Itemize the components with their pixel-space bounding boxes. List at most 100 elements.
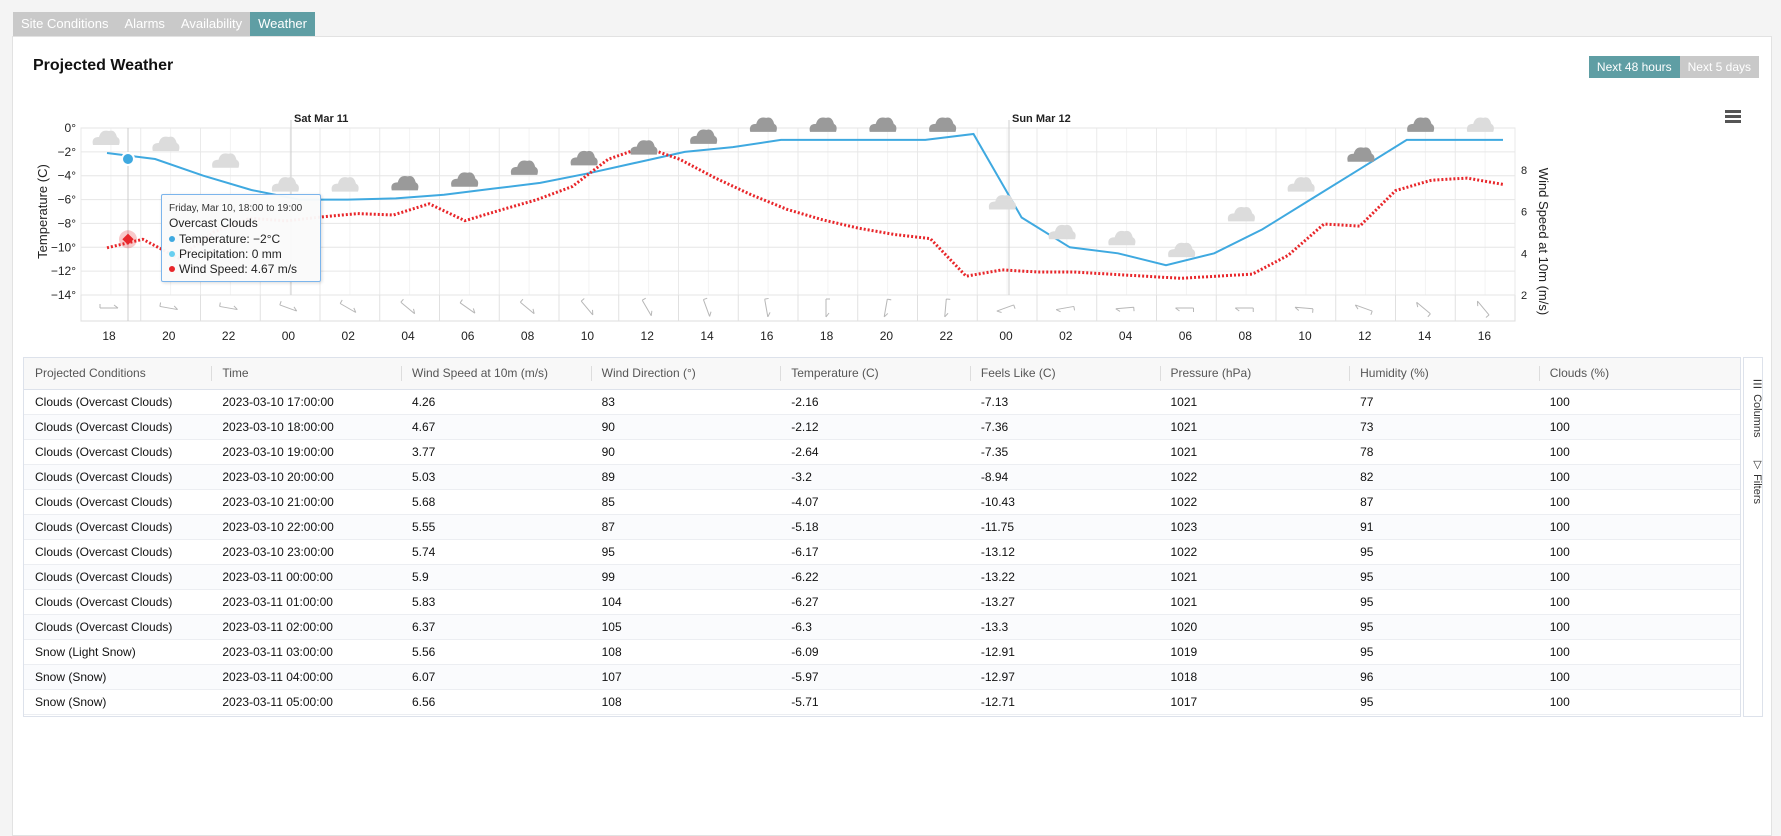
table-cell: 95: [590, 539, 781, 565]
table-row[interactable]: Clouds (Overcast Clouds) 2023-03-11 01:00…: [24, 589, 1740, 615]
table-cell: -7.13: [969, 389, 1160, 415]
cloud-shape: [212, 153, 240, 168]
table-cell: 100: [1538, 689, 1740, 715]
wind-arrow-shape: [459, 299, 476, 314]
tooltip-title: Overcast Clouds: [169, 216, 258, 230]
table-row[interactable]: Clouds (Overcast Clouds) 2023-03-10 23:00…: [24, 539, 1740, 565]
temperature-dot-icon: [169, 236, 175, 242]
table-cell: -5.97: [780, 664, 970, 690]
column-header[interactable]: Wind Direction (°): [590, 358, 781, 390]
wind-arrow-icon: [1055, 305, 1076, 313]
table-cell: 2023-03-10 23:00:00: [211, 539, 401, 565]
table-row[interactable]: Clouds (Overcast Clouds) 2023-03-10 17:00…: [24, 389, 1740, 415]
column-header[interactable]: Time: [211, 358, 401, 390]
table-row[interactable]: Clouds (Overcast Clouds) 2023-03-10 22:00…: [24, 514, 1740, 540]
cloud-shape: [1407, 117, 1435, 132]
x-tick-label: 08: [1239, 329, 1253, 343]
tab-alarms[interactable]: Alarms: [116, 12, 173, 36]
table-cell: 83: [590, 389, 781, 415]
table-cell: -6.09: [780, 639, 970, 665]
wind-arrow-shape: [279, 300, 298, 312]
column-header[interactable]: Temperature (C): [780, 358, 970, 390]
table-cell: 99: [590, 564, 781, 590]
y-tick-label: 0°: [65, 121, 77, 135]
wind-arrow-icon: [1115, 306, 1135, 312]
table-row[interactable]: Clouds (Overcast Clouds) 2023-03-10 19:00…: [24, 439, 1740, 465]
column-header[interactable]: Clouds (%): [1538, 358, 1740, 390]
wind-arrow-icon: [279, 300, 298, 312]
cloud-shape: [1466, 117, 1494, 132]
next-48-hours-button[interactable]: Next 48 hours: [1588, 56, 1680, 78]
wind-arrow-shape: [219, 302, 238, 311]
column-header[interactable]: Projected Conditions: [24, 358, 212, 390]
column-header[interactable]: Feels Like (C): [969, 358, 1160, 390]
y2-tick-label: 8: [1521, 165, 1527, 177]
wind-arrow-shape: [1115, 306, 1135, 312]
table-cell: 1022: [1159, 489, 1350, 515]
table-cell: -6.3: [780, 614, 970, 640]
wind-arrow-shape: [1175, 307, 1194, 312]
table-cell: 2023-03-11 04:00:00: [211, 664, 401, 690]
wind-arrow-shape: [1476, 300, 1490, 318]
tab-weather[interactable]: Weather: [250, 12, 315, 36]
table-cell: 2023-03-10 20:00:00: [211, 464, 401, 490]
wind-arrow-icon: [339, 299, 357, 313]
columns-panel-button[interactable]: ☰ Columns: [1751, 378, 1763, 438]
table-row[interactable]: Snow (Snow) 2023-03-11 04:00:00 6.07 107 -5.…: [24, 664, 1740, 690]
precipitation-dot-icon: [169, 251, 175, 257]
column-header[interactable]: Pressure (hPa): [1159, 358, 1350, 390]
table-row[interactable]: Clouds (Overcast Clouds) 2023-03-11 00:00…: [24, 564, 1740, 590]
table-cell: 2023-03-11 03:00:00: [211, 639, 401, 665]
tab-availability[interactable]: Availability: [172, 12, 251, 36]
table-cell: 91: [1349, 514, 1539, 540]
table-cell: 107: [590, 664, 781, 690]
y2-tick-label: 4: [1521, 248, 1527, 260]
column-header[interactable]: Wind Speed at 10m (m/s): [401, 358, 591, 390]
range-toggle: Next 48 hours Next 5 days: [1588, 56, 1759, 78]
wind-arrow-icon: [1294, 306, 1314, 313]
y-axis-label: Temperature (C): [35, 164, 50, 259]
cloud-icon: [988, 195, 1016, 210]
wind-arrow-shape: [1234, 307, 1254, 312]
table-row[interactable]: Clouds (Overcast Clouds) 2023-03-10 20:00…: [24, 464, 1740, 490]
wind-arrow-shape: [996, 304, 1016, 314]
x-tick-label: 18: [820, 329, 834, 343]
table-row[interactable]: Clouds (Overcast Clouds) 2023-03-11 02:00…: [24, 614, 1740, 640]
table-row[interactable]: Clouds (Overcast Clouds) 2023-03-10 21:00…: [24, 489, 1740, 515]
table-row[interactable]: Clouds (Overcast Clouds) 2023-03-10 18:00…: [24, 414, 1740, 440]
chart-menu-icon[interactable]: [1725, 110, 1741, 123]
table-row[interactable]: Snow (Snow) 2023-03-11 05:00:00 6.56 108 -5.…: [24, 689, 1740, 715]
table-cell: 95: [1349, 614, 1539, 640]
next-5-days-button[interactable]: Next 5 days: [1679, 56, 1759, 78]
tab-site-conditions[interactable]: Site Conditions: [13, 12, 117, 36]
table-cell: 89: [590, 464, 781, 490]
table-cell: 2023-03-10 19:00:00: [211, 439, 401, 465]
cloud-shape: [391, 175, 419, 191]
y-tick-label: −10°: [51, 240, 76, 254]
table-cell: 100: [1538, 539, 1740, 565]
cloud-shape: [869, 117, 897, 132]
wind-speed-line: [106, 145, 1504, 280]
wind-arrow-shape: [1416, 301, 1431, 318]
table-cell: 100: [1538, 514, 1740, 540]
table-cell: 78: [1349, 439, 1539, 465]
column-header[interactable]: Humidity (%): [1349, 358, 1539, 390]
table-row[interactable]: Snow (Light Snow) 2023-03-11 03:00:00 5.56…: [24, 639, 1740, 665]
table-cell: -12.97: [969, 664, 1160, 690]
table-cell: -12.71: [969, 689, 1160, 715]
wind-arrow-icon: [996, 304, 1016, 314]
cloud-icon: [1347, 147, 1375, 162]
filters-panel-button[interactable]: ▽ Filters: [1751, 458, 1763, 505]
table-cell: -13.12: [969, 539, 1160, 565]
cloud-icon: [1407, 117, 1435, 132]
table-cell: 6.37: [401, 614, 591, 640]
y-tick-label: −2°: [58, 145, 77, 159]
page-title: Projected Weather: [33, 57, 174, 74]
x-tick-label: 06: [461, 329, 475, 343]
table-cell: 5.03: [401, 464, 591, 490]
cloud-icon: [1108, 230, 1136, 246]
table-cell: 4.67: [401, 414, 591, 440]
wind-arrow-shape: [519, 298, 535, 315]
y-tick-label: −4°: [58, 169, 77, 183]
y2-axis-label: Wind Speed at 10m (m/s): [1536, 168, 1551, 315]
